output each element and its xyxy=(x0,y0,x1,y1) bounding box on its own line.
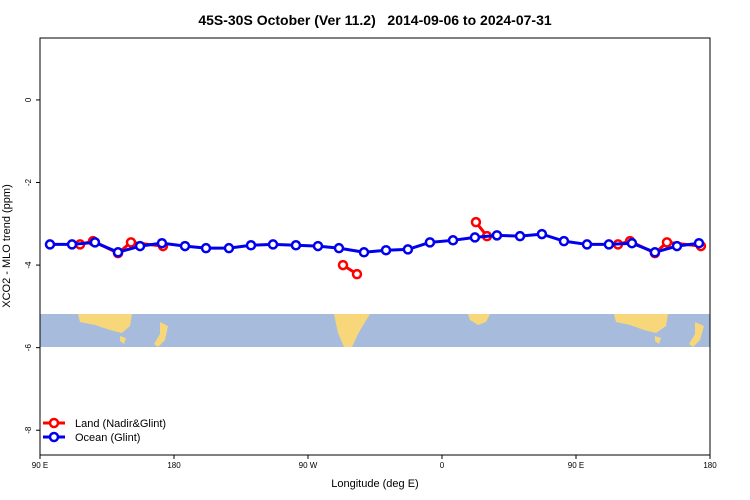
data-point xyxy=(470,216,482,228)
data-point xyxy=(312,240,324,252)
map-land xyxy=(468,314,490,325)
y-tick-label: 0 xyxy=(24,97,33,102)
y-tick-label: -8 xyxy=(24,426,33,434)
data-point xyxy=(267,239,279,250)
data-point xyxy=(290,240,302,251)
data-point xyxy=(380,244,392,256)
map-band xyxy=(40,314,710,347)
data-point xyxy=(693,237,705,249)
data-point xyxy=(66,239,78,250)
plot-frame xyxy=(39,37,711,456)
map-land xyxy=(154,322,168,347)
data-point xyxy=(491,230,503,241)
x-tick-label: 180 xyxy=(703,461,717,470)
legend-label: Ocean (Glint) xyxy=(75,432,140,444)
map-land xyxy=(655,336,661,344)
data-point xyxy=(179,240,191,252)
map-land xyxy=(614,314,668,333)
x-tick-label: 90 W xyxy=(299,461,318,470)
y-axis-label: XCO2 - MLO trend (ppm) xyxy=(1,184,13,307)
data-point xyxy=(469,232,481,243)
data-point xyxy=(89,237,101,248)
data-point xyxy=(200,242,212,254)
data-point xyxy=(536,228,548,240)
x-tick-label: 180 xyxy=(167,461,181,470)
y-tick-label: -4 xyxy=(24,261,33,269)
data-point xyxy=(603,239,615,250)
x-tick-label: 90 E xyxy=(32,461,48,470)
x-axis-label: Longitude (deg E) xyxy=(331,478,418,490)
data-point xyxy=(358,247,370,258)
legend-marker xyxy=(48,431,60,443)
data-point xyxy=(671,240,683,252)
data-point xyxy=(112,247,124,258)
y-tick-label: -6 xyxy=(24,344,33,352)
data-point xyxy=(626,237,638,249)
data-point xyxy=(661,237,673,248)
legend-marker xyxy=(48,417,60,429)
legend-label: Land (Nadir&Glint) xyxy=(75,418,166,430)
data-point xyxy=(351,268,363,280)
map-land xyxy=(120,336,126,344)
map-land xyxy=(334,314,370,347)
x-tick-label: 0 xyxy=(440,461,445,470)
map-ocean xyxy=(40,314,710,347)
data-point xyxy=(337,259,349,271)
data-point xyxy=(333,242,345,254)
data-point xyxy=(649,247,661,258)
data-point xyxy=(581,239,593,250)
data-point xyxy=(134,240,146,252)
y-tick-label: -2 xyxy=(24,178,33,186)
data-point xyxy=(402,244,414,255)
map-land xyxy=(689,322,704,347)
x-tick-label: 90 E xyxy=(568,461,584,470)
chart-title: 45S-30S October (Ver 11.2) 2014-09-06 to… xyxy=(198,12,552,28)
data-point xyxy=(447,235,459,246)
data-point xyxy=(223,242,235,254)
data-point xyxy=(424,237,436,248)
data-point xyxy=(125,237,137,248)
data-point xyxy=(514,230,526,242)
map-land xyxy=(78,314,132,333)
data-point xyxy=(558,235,570,247)
data-point xyxy=(44,239,56,250)
data-point xyxy=(245,240,257,251)
data-point xyxy=(156,237,168,249)
